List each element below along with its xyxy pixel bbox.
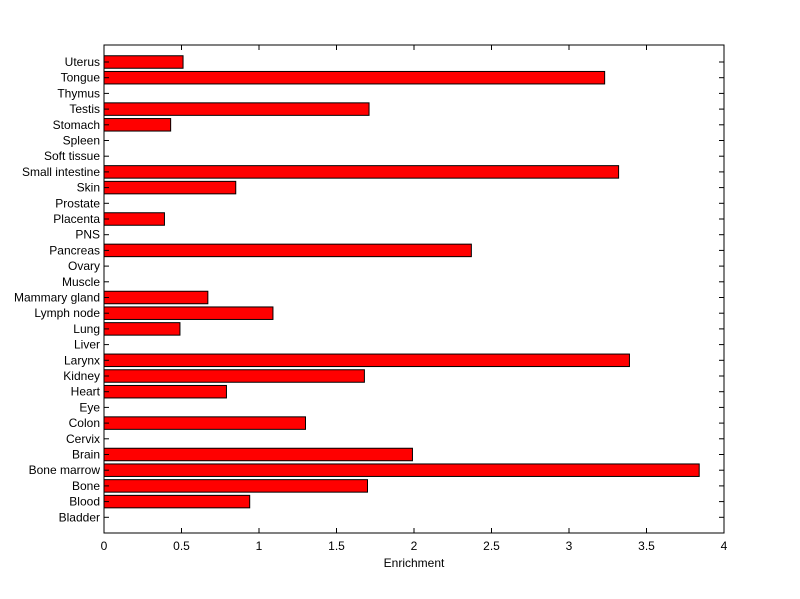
bar-lung xyxy=(103,322,181,336)
y-tick-label: Kidney xyxy=(63,369,100,383)
x-axis: 0 0.5 1 1.5 2 2.5 3 3.5 4 xyxy=(101,45,728,553)
y-tick-label: Testis xyxy=(69,102,100,116)
x-tick-label: 0 xyxy=(101,539,108,553)
y-tick-label: PNS xyxy=(75,228,100,242)
bar-bone xyxy=(103,479,368,493)
y-tick-label: Liver xyxy=(74,338,100,352)
y-tick-label: Bone xyxy=(72,479,100,493)
bar-stomach xyxy=(103,118,172,132)
y-tick-label: Spleen xyxy=(63,134,100,148)
bar-colon xyxy=(103,416,306,430)
y-tick-label: Blood xyxy=(69,495,100,509)
bar-small-intestine xyxy=(103,165,620,179)
bar-pancreas xyxy=(103,243,472,258)
x-tick-label: 4 xyxy=(721,539,728,553)
y-tick-label: Small intestine xyxy=(22,165,100,179)
x-tick-label: 2.5 xyxy=(483,539,500,553)
x-axis-label: Enrichment xyxy=(384,556,445,570)
bar-skin xyxy=(103,180,237,195)
y-tick-label: Ovary xyxy=(68,259,100,273)
y-tick-label: Tongue xyxy=(61,71,101,85)
y-tick-label: Thymus xyxy=(57,86,100,100)
bar-placenta xyxy=(103,212,165,226)
x-tick-label: 3 xyxy=(566,539,573,553)
y-tick-label: Placenta xyxy=(53,212,100,226)
y-tick-label: Uterus xyxy=(65,55,100,69)
y-tick-label: Colon xyxy=(69,416,100,430)
x-tick-label: 1 xyxy=(256,539,263,553)
x-tick-label: 0.5 xyxy=(173,539,190,553)
x-tick-label: 1.5 xyxy=(328,539,345,553)
y-tick-label: Brain xyxy=(72,448,100,462)
x-tick-label: 3.5 xyxy=(638,539,655,553)
y-tick-label: Cervix xyxy=(66,432,100,446)
x-tick-label: 2 xyxy=(411,539,418,553)
y-tick-label: Skin xyxy=(77,181,100,195)
bar-lymph-node xyxy=(103,306,274,320)
y-tick-label: Prostate xyxy=(55,196,100,210)
y-tick-label: Bladder xyxy=(59,510,100,524)
bar-kidney xyxy=(103,369,365,383)
bar-heart xyxy=(103,384,227,399)
bar-mammary-gland xyxy=(103,290,209,305)
y-tick-label: Stomach xyxy=(53,118,100,132)
y-tick-label: Lung xyxy=(73,322,100,336)
y-tick-label: Pancreas xyxy=(49,243,100,257)
y-tick-label: Mammary gland xyxy=(14,291,100,305)
bar-blood xyxy=(103,494,251,509)
bar-tongue xyxy=(103,70,606,85)
bar-uterus xyxy=(103,55,184,69)
bar-larynx xyxy=(103,353,630,368)
bar-brain xyxy=(103,447,413,462)
y-tick-label: Muscle xyxy=(62,275,100,289)
bar-testis xyxy=(103,102,370,116)
y-tick-label: Lymph node xyxy=(34,306,100,320)
y-tick-label: Bone marrow xyxy=(29,463,101,477)
y-tick-label: Soft tissue xyxy=(44,149,100,163)
y-tick-label: Eye xyxy=(79,400,100,414)
bar-bone-marrow xyxy=(103,463,700,477)
y-tick-label: Heart xyxy=(71,385,101,399)
y-tick-label: Larynx xyxy=(64,353,100,367)
